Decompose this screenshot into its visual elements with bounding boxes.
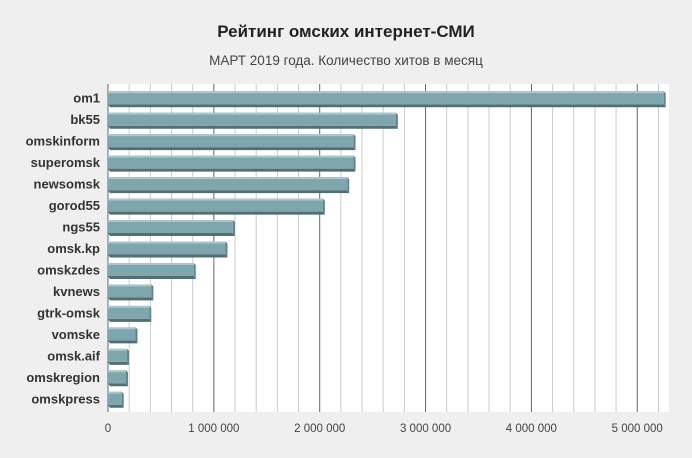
category-label: gorod55	[49, 198, 100, 213]
category-label: superomsk	[31, 155, 101, 170]
category-label: vomske	[52, 327, 100, 342]
bar	[108, 391, 122, 405]
bar-top-face	[108, 220, 233, 223]
bar	[108, 91, 664, 105]
bar-top-face	[108, 134, 354, 137]
bar-bottom-face	[108, 147, 356, 151]
bar-bottom-face	[108, 125, 398, 129]
category-label: omsk.aif	[47, 348, 100, 363]
bar-side-face	[121, 391, 124, 408]
bar	[108, 284, 152, 298]
bar-side-face	[232, 220, 235, 237]
bar-top-face	[108, 370, 126, 373]
category-label: omsk.kp	[47, 241, 100, 256]
bar-side-face	[225, 241, 228, 258]
bar-bottom-face	[108, 233, 235, 237]
bar	[108, 370, 126, 384]
category-label: omskregion	[26, 370, 100, 385]
category-label: newsomsk	[34, 177, 101, 192]
bar	[108, 134, 354, 148]
bar	[108, 220, 233, 234]
bar-bottom-face	[108, 361, 130, 365]
bar-side-face	[663, 91, 666, 108]
bar-top-face	[108, 327, 136, 330]
bar-top-face	[108, 305, 150, 308]
bar-top-face	[108, 241, 226, 244]
bar-bottom-face	[108, 340, 138, 344]
bar-top-face	[108, 391, 122, 394]
category-label: omskzdes	[37, 262, 100, 277]
bar-side-face	[353, 134, 356, 151]
bar	[108, 262, 194, 276]
bar-top-face	[108, 262, 194, 265]
bar-side-face	[149, 305, 152, 322]
x-tick-label: 5 000 000	[612, 423, 663, 435]
bar-top-face	[108, 112, 396, 115]
bar-bottom-face	[108, 168, 356, 172]
bar-side-face	[353, 155, 356, 172]
bar-side-face	[347, 177, 350, 194]
bar-bottom-face	[108, 318, 152, 322]
bar-side-face	[151, 284, 154, 301]
bar-side-face	[127, 348, 130, 365]
bar	[108, 241, 226, 255]
bar-bottom-face	[108, 211, 325, 215]
chart-title: Рейтинг омских интернет-СМИ	[217, 22, 475, 41]
x-tick-label: 1 000 000	[188, 423, 239, 435]
bar-top-face	[108, 284, 152, 287]
category-label: ngs55	[62, 220, 100, 235]
x-tick-label: 4 000 000	[506, 423, 557, 435]
x-tick-label: 0	[105, 423, 111, 435]
bar-bottom-face	[108, 383, 128, 387]
bar-side-face	[193, 262, 196, 279]
bar-top-face	[108, 348, 128, 351]
bar-side-face	[135, 327, 138, 344]
bar-bottom-face	[108, 190, 350, 194]
bar-bottom-face	[108, 404, 124, 408]
x-tick-label: 2 000 000	[294, 423, 345, 435]
bar-bottom-face	[108, 275, 196, 279]
bar-top-face	[108, 198, 323, 201]
bar	[108, 198, 323, 212]
bar-bottom-face	[108, 104, 666, 108]
category-label: om1	[73, 91, 100, 106]
bar	[108, 112, 396, 126]
bar-bottom-face	[108, 297, 154, 301]
bar-top-face	[108, 155, 354, 158]
bar-side-face	[125, 370, 128, 387]
chart-subtitle: МАРТ 2019 года. Количество хитов в месяц	[209, 53, 483, 68]
x-tick-label: 3 000 000	[400, 423, 451, 435]
bar	[108, 327, 136, 341]
category-label: bk55	[70, 112, 100, 127]
category-label: omskinform	[26, 134, 100, 149]
bar	[108, 348, 128, 362]
category-label: omskpress	[31, 391, 100, 406]
category-label: gtrk-omsk	[37, 305, 101, 320]
bar	[108, 305, 150, 319]
bar-top-face	[108, 177, 348, 180]
bar-side-face	[395, 112, 398, 129]
bar-bottom-face	[108, 254, 228, 258]
bar-side-face	[322, 198, 325, 215]
bar-top-face	[108, 91, 664, 94]
bar	[108, 177, 348, 191]
bar	[108, 155, 354, 169]
category-label: kvnews	[53, 284, 100, 299]
